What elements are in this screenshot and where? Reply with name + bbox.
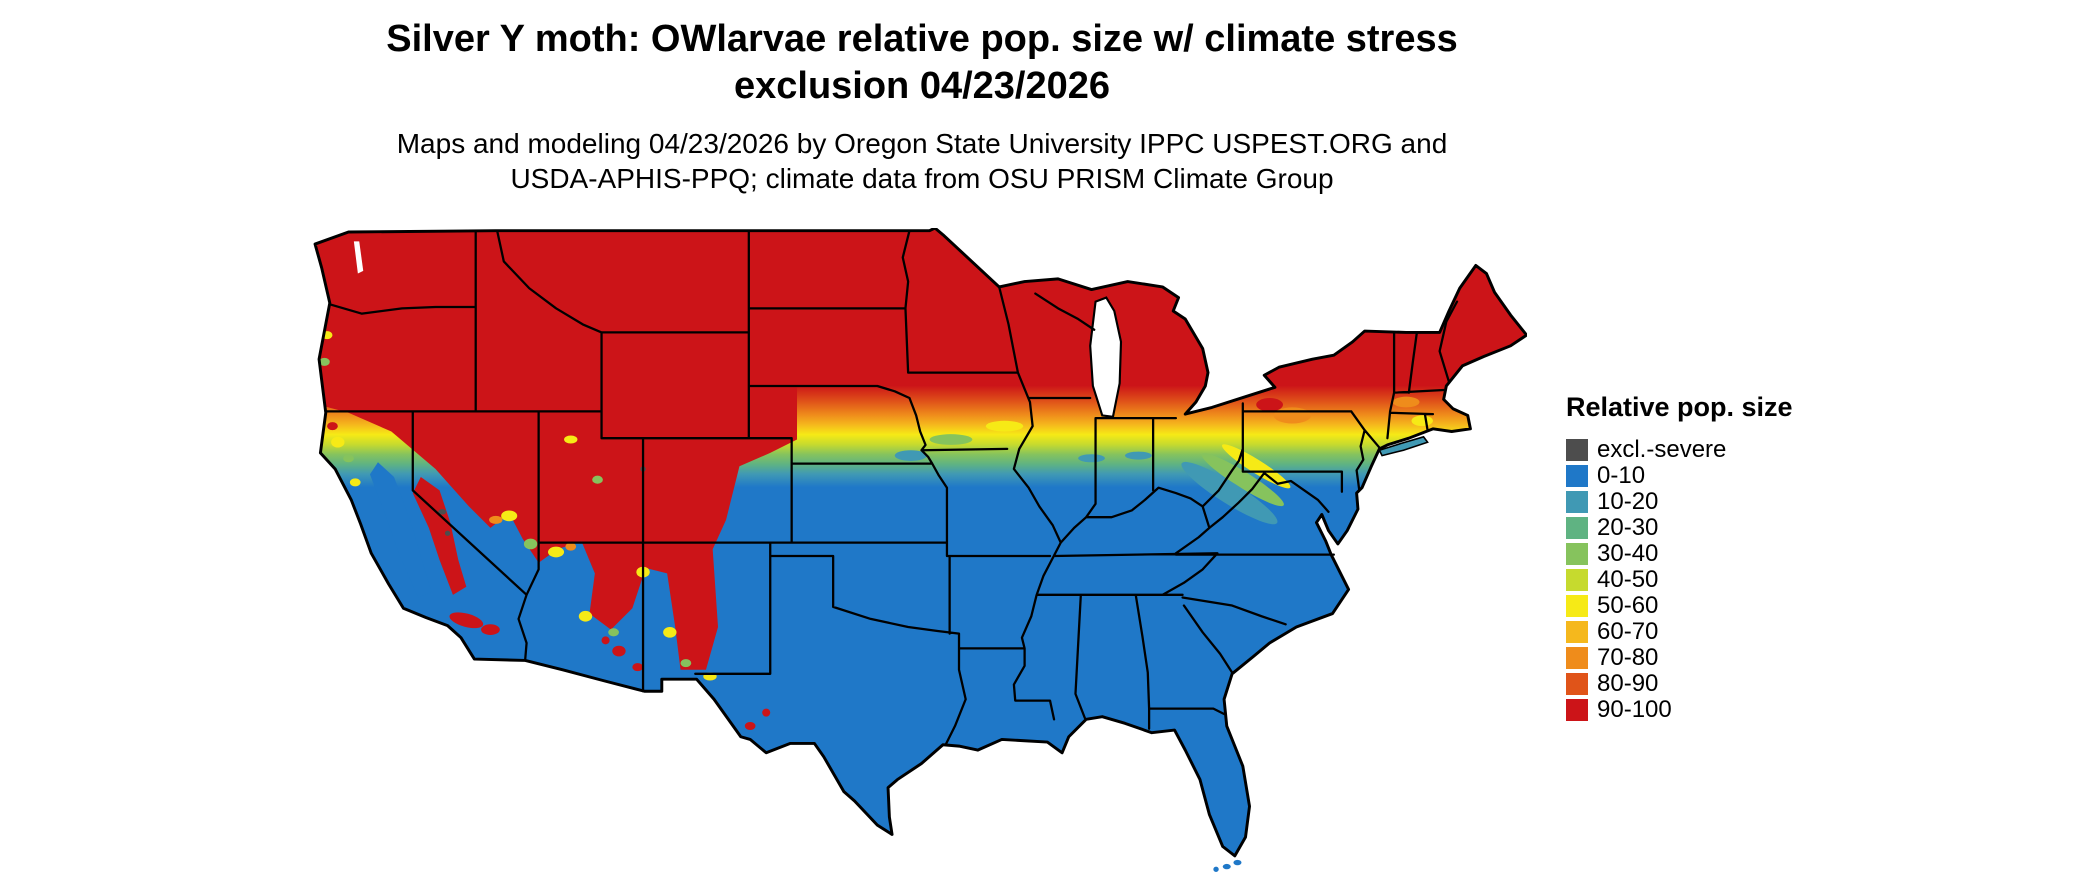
title-line-2: exclusion 04/23/2026 bbox=[733, 65, 1111, 107]
state-borders bbox=[324, 229, 1459, 746]
legend-swatch bbox=[1566, 621, 1588, 643]
legend-item: 40-50 bbox=[1566, 566, 1886, 593]
legend-item: 60-70 bbox=[1566, 618, 1886, 645]
legend-item-label: 0-10 bbox=[1597, 462, 1646, 489]
page-subtitle: Maps and modeling 04/23/2026 by Oregon S… bbox=[0, 126, 1844, 196]
legend-swatch bbox=[1566, 491, 1588, 513]
page-title: Silver Y moth: OWlarvae relative pop. si… bbox=[0, 16, 1844, 110]
legend-item: 90-100 bbox=[1566, 696, 1886, 723]
sierra-nevada-red-strip bbox=[412, 477, 467, 595]
legend-item: 20-30 bbox=[1566, 514, 1886, 541]
legend: Relative pop. size excl.-severe 0-10 10-… bbox=[1566, 392, 1886, 725]
us-choropleth-map bbox=[308, 228, 1527, 884]
florida-keys bbox=[1213, 859, 1242, 872]
subtitle-line-1: Maps and modeling 04/23/2026 by Oregon S… bbox=[396, 128, 1448, 159]
legend-swatch bbox=[1566, 465, 1588, 487]
legend-swatch bbox=[1566, 699, 1588, 721]
lake-michigan bbox=[1089, 296, 1123, 418]
header: Silver Y moth: OWlarvae relative pop. si… bbox=[0, 16, 1844, 196]
legend-title: Relative pop. size bbox=[1566, 392, 1793, 422]
legend-item: 80-90 bbox=[1566, 670, 1886, 697]
legend-swatch bbox=[1566, 673, 1588, 695]
latitudinal-gradient bbox=[315, 228, 1527, 856]
legend-item-label: 80-90 bbox=[1597, 670, 1659, 697]
subtitle-line-2: USDA-APHIS-PPQ; climate data from OSU PR… bbox=[510, 163, 1334, 194]
title-line-1: Silver Y moth: OWlarvae relative pop. si… bbox=[386, 18, 1458, 60]
legend-item: 10-20 bbox=[1566, 488, 1886, 515]
legend-item: 50-60 bbox=[1566, 592, 1886, 619]
legend-item-label: 90-100 bbox=[1597, 696, 1672, 723]
legend-swatch bbox=[1566, 647, 1588, 669]
appalachian-streaks bbox=[1181, 444, 1291, 525]
central-valley-blue-zone bbox=[369, 462, 432, 598]
legend-swatch bbox=[1566, 543, 1588, 565]
map-fill-layers bbox=[315, 228, 1527, 856]
us-map-svg bbox=[313, 228, 1527, 872]
legend-item: 30-40 bbox=[1566, 540, 1886, 567]
legend-item-label: 10-20 bbox=[1597, 488, 1659, 515]
long-island bbox=[1378, 435, 1429, 457]
legend-swatch bbox=[1566, 517, 1588, 539]
legend-item: 70-80 bbox=[1566, 644, 1886, 671]
legend-swatch bbox=[1566, 439, 1588, 461]
us-outline bbox=[313, 228, 1527, 858]
rockies-red-zone bbox=[315, 381, 798, 670]
legend-item-label: excl.-severe bbox=[1597, 436, 1727, 463]
puget-sound-water bbox=[353, 241, 364, 274]
terrain-specks bbox=[319, 331, 1433, 731]
legend-item-label: 60-70 bbox=[1597, 618, 1659, 645]
legend-swatch bbox=[1566, 569, 1588, 591]
legend-item-label: 30-40 bbox=[1597, 540, 1659, 567]
legend-item-label: 50-60 bbox=[1597, 592, 1659, 619]
legend-item: excl.-severe bbox=[1566, 436, 1886, 463]
legend-item-label: 40-50 bbox=[1597, 566, 1659, 593]
legend-item: 0-10 bbox=[1566, 462, 1886, 489]
legend-swatch bbox=[1566, 595, 1588, 617]
legend-items: excl.-severe 0-10 10-20 20-30 30-40 40-5… bbox=[1566, 436, 1886, 723]
legend-item-label: 70-80 bbox=[1597, 644, 1659, 671]
legend-item-label: 20-30 bbox=[1597, 514, 1659, 541]
